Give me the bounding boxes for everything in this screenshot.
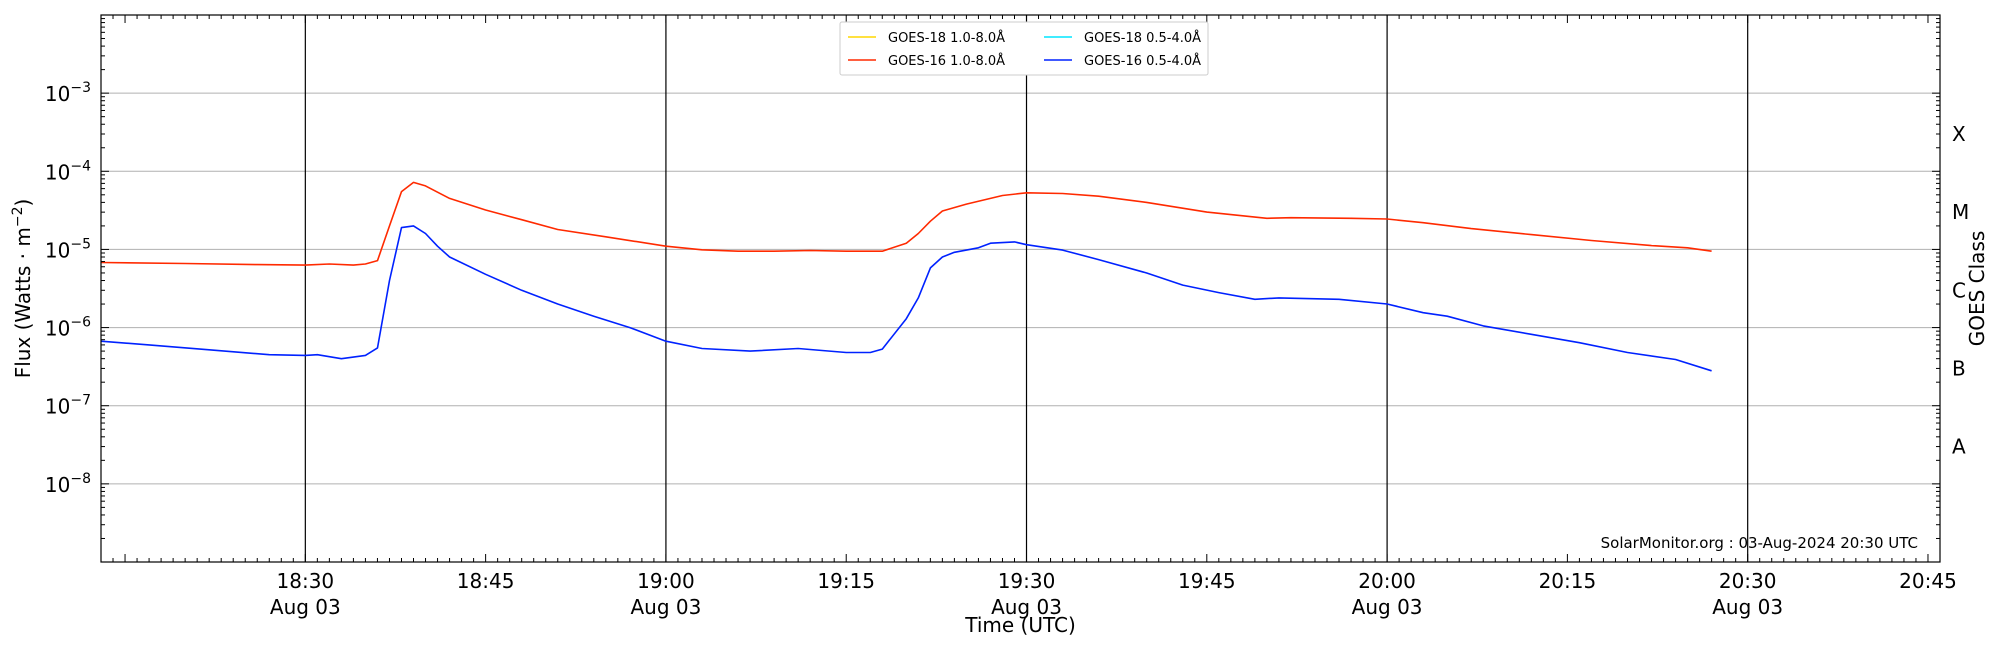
y-tick-label: 10−3 (45, 80, 91, 106)
x-tick-label: 19:45 (1178, 569, 1236, 593)
x-tick-label: 19:15 (817, 569, 875, 593)
goes-class-axis-title: GOES Class (1965, 231, 1989, 347)
legend-entry-label: GOES-16 1.0-8.0Å (888, 53, 1005, 69)
goes-class-labels: A B C M X (1952, 122, 1969, 459)
y-axis-title: Flux (Watts · m−2) (10, 199, 35, 379)
goes-class-label: B (1952, 356, 1966, 380)
y-tick-label: 10−5 (45, 236, 91, 262)
x-tick-label: 19:30 (998, 569, 1056, 593)
y-tick-labels: 10−8 10−7 10−6 10−5 10−4 10−3 (45, 80, 91, 497)
x-tick-label: 20:15 (1539, 569, 1597, 593)
series-line (100, 181, 1712, 266)
axis-ticks (100, 15, 1941, 563)
goes-class-label: C (1952, 278, 1966, 302)
x-tick-date-label: Aug 03 (630, 595, 701, 619)
credit-text: SolarMonitor.org : 03-Aug-2024 20:30 UTC (1601, 534, 1918, 552)
x-tick-label: 19:00 (637, 569, 695, 593)
x-tick-label: 20:45 (1899, 569, 1957, 593)
y-axis-title-main: Flux (Watts · m (11, 227, 35, 378)
y-tick-label: 10−6 (45, 315, 91, 341)
x-tick-date-label: Aug 03 (270, 595, 341, 619)
legend-entry-label: GOES-16 0.5-4.0Å (1084, 53, 1201, 69)
series-line (100, 225, 1712, 372)
plot-frame (100, 14, 1941, 563)
x-tick-label: 18:45 (457, 569, 515, 593)
x-axis-title: Time (UTC) (964, 613, 1076, 637)
goes-class-label: X (1952, 122, 1966, 146)
x-tick-label: 18:30 (277, 569, 335, 593)
gridlines (101, 92, 1940, 485)
x-tick-date-label: Aug 03 (1352, 595, 1423, 619)
x-tick-label: 20:00 (1358, 569, 1416, 593)
legend-entry-label: GOES-18 0.5-4.0Å (1084, 30, 1201, 46)
y-tick-label: 10−4 (45, 158, 91, 184)
goes-class-label: M (1952, 200, 1969, 224)
y-tick-label: 10−8 (45, 471, 91, 497)
x-tick-date-label: Aug 03 (991, 595, 1062, 619)
y-axis-title-exponent: −2 (10, 207, 26, 228)
legend: GOES-18 1.0-8.0Å GOES-18 0.5-4.0Å GOES-16 … (839, 21, 1209, 76)
date-lines (304, 15, 1749, 562)
y-tick-label: 10−7 (45, 393, 91, 419)
legend-box (839, 21, 1209, 76)
x-tick-date-label: Aug 03 (1712, 595, 1783, 619)
x-tick-label: 20:30 (1719, 569, 1777, 593)
y-axis-title-close: ) (11, 199, 35, 207)
series-lines (100, 181, 1712, 372)
goes-class-label: A (1952, 435, 1966, 459)
legend-entry-label: GOES-18 1.0-8.0Å (888, 30, 1005, 46)
